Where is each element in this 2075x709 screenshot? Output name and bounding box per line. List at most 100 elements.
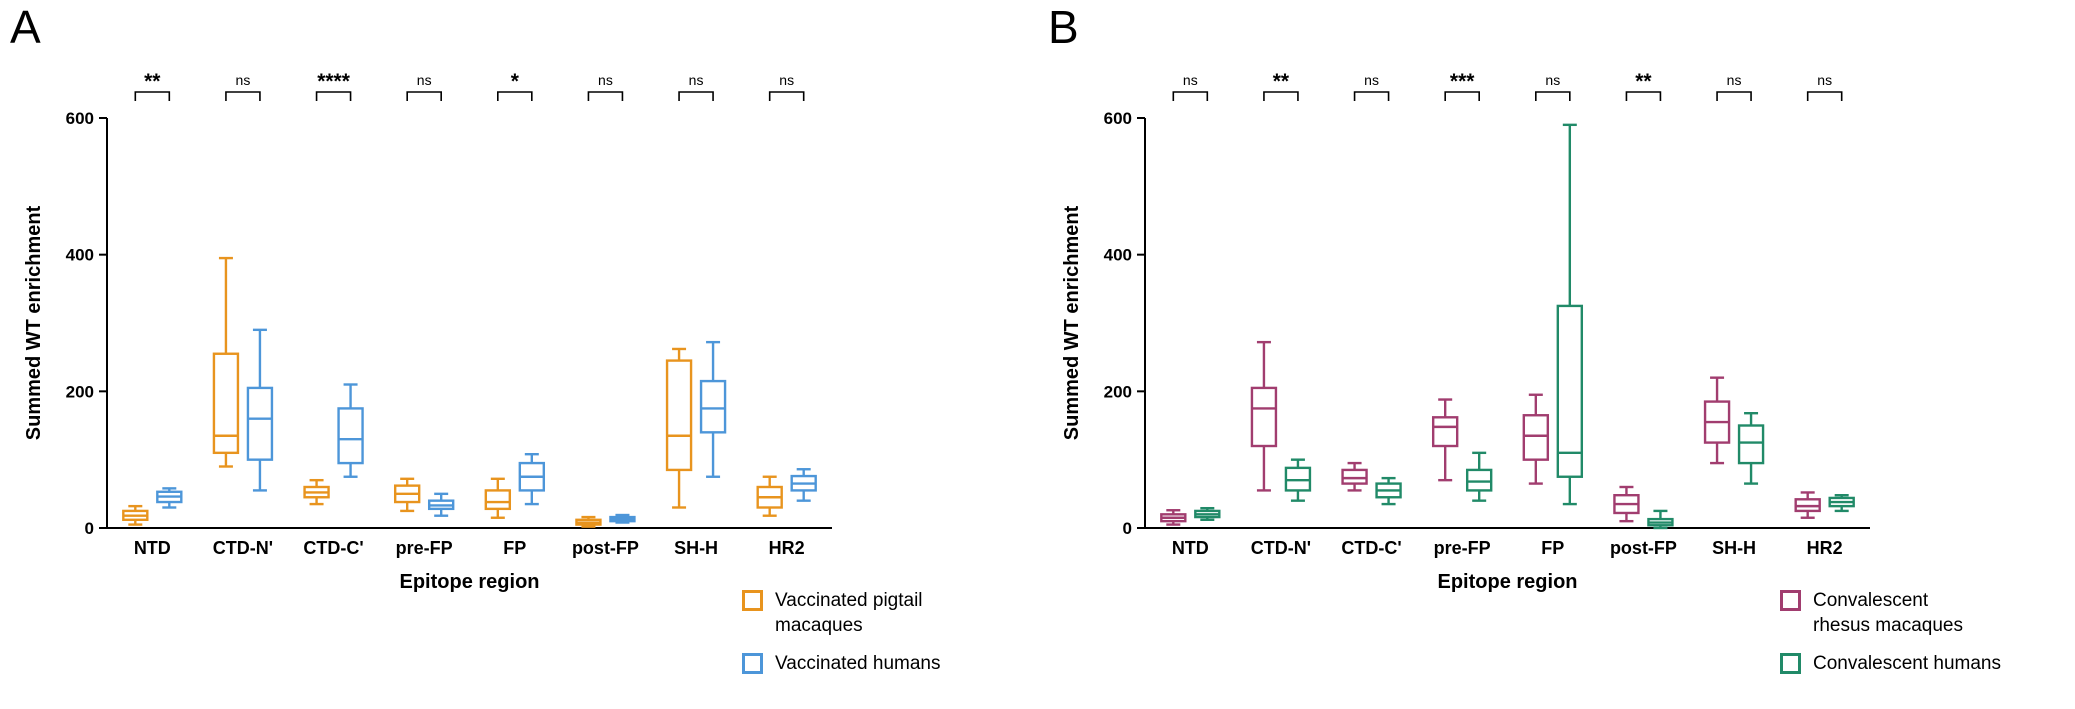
legend-vaccinated: Vaccinated pigtail macaques Vaccinated hum… bbox=[742, 588, 940, 676]
y-axis-title: Summed WT enrichment bbox=[1061, 205, 1083, 440]
panel-a-label: A bbox=[10, 1, 41, 53]
iqr-box bbox=[337, 407, 364, 465]
significance-label: ** bbox=[144, 70, 161, 93]
significance-bracket bbox=[678, 91, 714, 101]
boxplot-series1-pre-fp bbox=[1431, 398, 1459, 482]
x-category-label: NTD bbox=[134, 538, 171, 558]
y-tick-label: 400 bbox=[1104, 246, 1132, 265]
x-category-label: CTD-N' bbox=[213, 538, 273, 558]
iqr-box bbox=[1522, 414, 1550, 461]
boxplot-series1-sh-h bbox=[665, 347, 693, 509]
iqr-box bbox=[1250, 386, 1278, 448]
iqr-box bbox=[1341, 468, 1368, 485]
x-category-label: pre-FP bbox=[396, 538, 453, 558]
boxplot-series2-sh-h bbox=[1737, 412, 1765, 485]
legend-convalescent: Convalescent rhesus macaques Convalescent … bbox=[1780, 588, 2001, 676]
significance-bracket bbox=[315, 91, 352, 101]
iqr-box bbox=[1737, 424, 1765, 465]
y-tick-label: 0 bbox=[85, 519, 94, 538]
significance-label: ns bbox=[598, 72, 613, 88]
x-axis-title: Epitope region bbox=[1438, 571, 1578, 593]
significance-label: ns bbox=[1183, 72, 1198, 88]
y-axis-title: Summed WT enrichment bbox=[23, 205, 45, 440]
significance-bracket bbox=[1172, 91, 1209, 101]
boxplot-series1-hr2 bbox=[756, 475, 783, 517]
significance-label: **** bbox=[317, 70, 351, 93]
x-category-label: SH-H bbox=[674, 538, 718, 558]
legend-item: Vaccinated humans bbox=[742, 651, 940, 676]
x-category-label: CTD-C' bbox=[303, 538, 363, 558]
boxplot-series1-ctd-n' bbox=[1250, 340, 1278, 492]
significance-bracket bbox=[1535, 91, 1571, 101]
y-tick-label: 200 bbox=[66, 382, 94, 401]
boxplot-series2-pre-fp bbox=[1465, 451, 1493, 502]
significance-bracket bbox=[587, 91, 624, 101]
legend-swatch bbox=[742, 653, 763, 674]
y-tick-label: 600 bbox=[1104, 109, 1132, 128]
x-category-label: HR2 bbox=[1807, 538, 1843, 558]
boxplot-chart-vaccinated: 0 200 400 600 Summed WT enrichment NTD CTD-N' C… bbox=[23, 70, 832, 593]
boxplot-series1-ntd bbox=[122, 504, 149, 526]
significance-label: ns bbox=[1817, 72, 1832, 88]
x-category-label: HR2 bbox=[769, 538, 805, 558]
boxplot-series1-ctd-c' bbox=[303, 478, 330, 506]
y-tick-label: 200 bbox=[1104, 382, 1132, 401]
boxplot-series1-post-fp bbox=[1613, 485, 1640, 523]
x-category-label: pre-FP bbox=[1434, 538, 1491, 558]
legend-item: Vaccinated pigtail macaques bbox=[742, 588, 940, 638]
boxplot-series1-sh-h bbox=[1703, 376, 1731, 465]
iqr-box bbox=[665, 359, 693, 472]
x-category-label: post-FP bbox=[1610, 538, 1677, 558]
boxplot-series1-hr2 bbox=[1794, 491, 1821, 519]
significance-bracket bbox=[497, 91, 533, 101]
significance-label: * bbox=[511, 70, 520, 93]
significance-bracket bbox=[406, 91, 442, 101]
y-tick-label: 600 bbox=[66, 109, 94, 128]
significance-label: ** bbox=[1635, 70, 1652, 93]
significance-bracket bbox=[1806, 91, 1843, 101]
boxplot-series2-ntd bbox=[156, 487, 183, 509]
boxplot-series2-ntd bbox=[1194, 506, 1221, 521]
boxplot-series1-fp bbox=[484, 477, 512, 519]
panel-b: B 0 200 400 600 Summed WT enrichment NTD CTD-N… bbox=[1038, 0, 2075, 709]
significance-bracket bbox=[1353, 91, 1390, 101]
iqr-box bbox=[1465, 468, 1493, 492]
significance-label: ns bbox=[236, 72, 251, 88]
axes bbox=[1144, 118, 1870, 529]
significance-bracket bbox=[225, 91, 261, 101]
significance-bracket bbox=[1444, 91, 1480, 101]
boxplot-series2-ctd-c' bbox=[337, 383, 364, 478]
significance-label: ns bbox=[417, 72, 432, 88]
iqr-box bbox=[212, 352, 240, 455]
significance-bracket bbox=[134, 91, 171, 101]
boxplot-series2-pre-fp bbox=[427, 492, 455, 517]
legend-label: Vaccinated pigtail macaques bbox=[775, 590, 923, 636]
x-category-label: CTD-C' bbox=[1341, 538, 1401, 558]
x-category-label: SH-H bbox=[1712, 538, 1756, 558]
significance-bracket bbox=[768, 91, 805, 101]
legend-label: Convalescent rhesus macaques bbox=[1813, 590, 1963, 636]
iqr-box bbox=[246, 386, 274, 461]
boxplot-series2-ctd-c' bbox=[1375, 476, 1402, 506]
iqr-box bbox=[1431, 416, 1459, 448]
boxplot-series1-ctd-c' bbox=[1341, 461, 1368, 492]
significance-bracket bbox=[1625, 91, 1662, 101]
iqr-box bbox=[484, 489, 512, 511]
boxplot-series2-ctd-n' bbox=[1284, 458, 1312, 502]
legend-label: Vaccinated humans bbox=[775, 653, 941, 674]
boxplot-series2-hr2 bbox=[790, 468, 817, 502]
x-axis-title: Epitope region bbox=[400, 571, 540, 593]
legend-item: Convalescent rhesus macaques bbox=[1780, 588, 2001, 638]
boxplot-series2-ctd-n' bbox=[246, 328, 274, 492]
legend-label: Convalescent humans bbox=[1813, 653, 2001, 674]
boxplot-series2-hr2 bbox=[1828, 494, 1855, 513]
x-category-label: FP bbox=[1541, 538, 1564, 558]
x-category-label: NTD bbox=[1172, 538, 1209, 558]
boxplot-series2-fp bbox=[518, 453, 546, 506]
x-category-label: CTD-N' bbox=[1251, 538, 1311, 558]
boxplot-series1-post-fp bbox=[575, 515, 602, 528]
significance-label: ** bbox=[1273, 70, 1290, 93]
axes bbox=[106, 118, 832, 529]
panel-b-label: B bbox=[1048, 1, 1079, 53]
